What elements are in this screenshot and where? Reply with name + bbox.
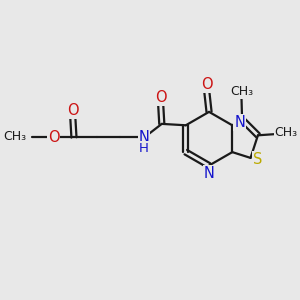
Text: O: O <box>201 77 213 92</box>
Text: CH₃: CH₃ <box>230 85 253 98</box>
Text: CH₃: CH₃ <box>274 126 298 139</box>
Text: N: N <box>139 130 150 145</box>
Text: O: O <box>67 103 79 118</box>
Text: H: H <box>139 142 149 155</box>
Text: O: O <box>48 130 59 145</box>
Text: CH₃: CH₃ <box>3 130 26 143</box>
Text: O: O <box>155 90 167 105</box>
Text: N: N <box>204 166 214 181</box>
Text: S: S <box>253 152 262 167</box>
Text: N: N <box>234 115 245 130</box>
